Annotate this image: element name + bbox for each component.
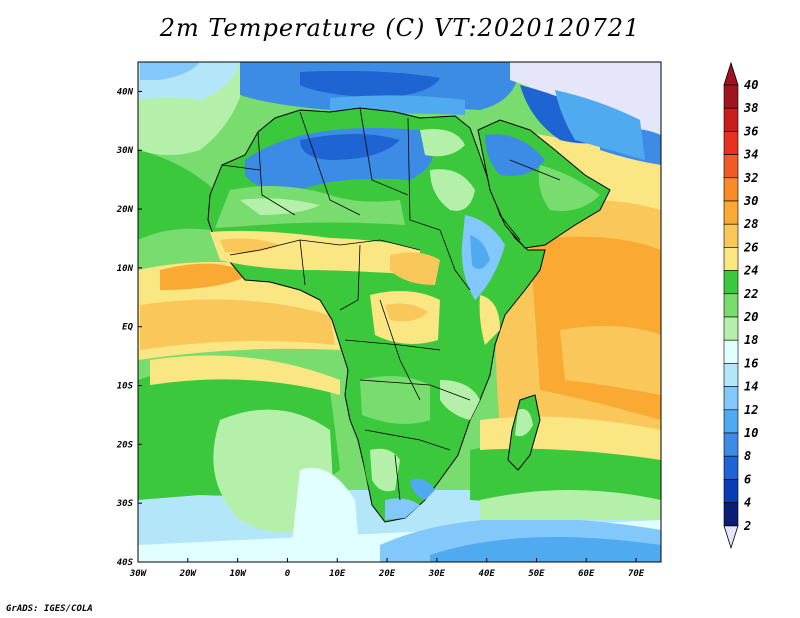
map-title: 2m Temperature (C) VT:2020120721 xyxy=(159,14,641,42)
colorbar-label: 40 xyxy=(744,78,758,92)
colorbar-label: 24 xyxy=(743,264,758,278)
colorbar-label: 12 xyxy=(744,403,758,417)
africa-land xyxy=(207,107,546,523)
lon-label: 60E xyxy=(578,569,595,579)
colorbar-label: 10 xyxy=(744,426,758,440)
colorbar-segment xyxy=(723,84,739,109)
colorbar-segment xyxy=(723,270,739,295)
colorbar-label: 20 xyxy=(743,310,758,324)
grads-credit: GrADS: IGES/COLA xyxy=(6,604,93,614)
lat-label: 20N xyxy=(116,205,134,215)
colorbar-label: 26 xyxy=(743,240,758,254)
colorbar-label: 6 xyxy=(744,472,751,486)
colorbar-segment xyxy=(723,131,739,155)
colorbar-segment xyxy=(723,432,739,457)
lon-label: 10E xyxy=(329,569,346,579)
lon-label: 20W xyxy=(179,569,198,579)
lat-label: EQ xyxy=(122,323,133,333)
colorbar-top-triangle xyxy=(723,61,739,86)
colorbar-label: 36 xyxy=(743,124,758,138)
lon-label: 30W xyxy=(129,569,148,579)
longitude-axis: 30W 20W 10W 0 10E 20E 30E 40E 50E 60E 70E xyxy=(129,558,645,579)
lat-label: 10S xyxy=(117,382,134,392)
colorbar: 40 38 36 34 32 30 28 26 24 22 20 18 16 14 12 10 8 6 4 2 xyxy=(723,61,758,550)
colorbar-segment xyxy=(723,409,739,434)
colorbar-segment xyxy=(723,455,739,480)
colorbar-label: 22 xyxy=(743,287,758,301)
colorbar-segment xyxy=(723,316,739,341)
colorbar-label: 14 xyxy=(744,380,758,394)
lon-label: 40E xyxy=(479,569,496,579)
arabia-land xyxy=(477,90,645,249)
colorbar-label: 38 xyxy=(743,101,758,115)
lon-label: 10W xyxy=(229,569,247,579)
colorbar-label: 8 xyxy=(744,449,751,463)
colorbar-label: 18 xyxy=(744,333,758,347)
colorbar-label: 30 xyxy=(743,194,758,208)
colorbar-segment xyxy=(723,154,739,179)
lon-label: 50E xyxy=(528,569,545,579)
colorbar-segment xyxy=(723,177,739,202)
lat-label: 30N xyxy=(116,146,134,156)
colorbar-segment xyxy=(723,293,739,318)
colorbar-label: 34 xyxy=(743,148,758,162)
colorbar-label: 32 xyxy=(743,171,758,185)
colorbar-segment xyxy=(723,247,739,271)
colorbar-label: 4 xyxy=(744,496,751,510)
colorbar-label: 16 xyxy=(744,356,758,370)
lat-label: 40N xyxy=(117,87,134,97)
colorbar-segment xyxy=(723,200,739,225)
lat-label: 20S xyxy=(116,440,134,450)
lon-label: 20E xyxy=(378,569,396,579)
colorbar-label: 28 xyxy=(743,217,758,231)
colorbar-label: 2 xyxy=(743,519,751,533)
lon-label: 0 xyxy=(285,569,291,579)
colorbar-segment xyxy=(723,107,739,132)
country-borders xyxy=(221,107,561,501)
colorbar-segment xyxy=(723,479,739,503)
map-frame xyxy=(137,61,662,563)
colorbar-segment xyxy=(723,502,739,527)
lat-label: 10N xyxy=(117,264,134,274)
lon-label: 30E xyxy=(428,569,446,579)
colorbar-segment xyxy=(723,363,739,387)
colorbar-segment xyxy=(723,339,739,364)
colorbar-segment xyxy=(723,386,739,411)
lon-label: 70E xyxy=(628,569,645,579)
lat-label: 40S xyxy=(117,558,134,568)
colorbar-bottom-triangle xyxy=(723,525,739,550)
colorbar-segment xyxy=(723,223,739,248)
latitude-axis: 40N 30N 20N 10N EQ 10S 20S 30S 40S xyxy=(116,87,142,568)
lat-label: 30S xyxy=(116,499,134,509)
